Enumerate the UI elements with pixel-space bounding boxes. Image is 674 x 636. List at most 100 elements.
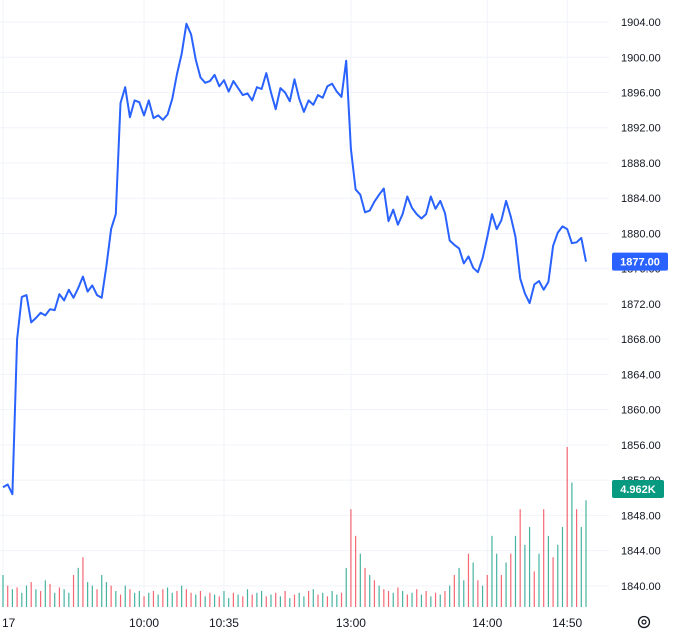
volume-bar	[181, 585, 183, 607]
volume-bar	[496, 553, 498, 607]
grid-lines	[0, 0, 609, 607]
x-tick-label: 14:50	[552, 616, 582, 630]
volume-bar	[68, 592, 70, 607]
volume-bar	[228, 598, 230, 607]
volume-bar	[275, 592, 277, 607]
volume-bar	[543, 509, 545, 607]
volume-bar	[96, 589, 98, 607]
volume-bar	[110, 585, 112, 607]
volume-bar	[16, 587, 18, 607]
volume-bar	[359, 553, 361, 607]
volume-bar	[552, 557, 554, 607]
value-badges: 1877.00 4.962K	[612, 252, 668, 498]
volume-bar	[434, 592, 437, 607]
y-tick-label: 1864.00	[621, 369, 661, 381]
volume-bar	[580, 527, 582, 607]
volume-bar	[54, 592, 56, 607]
volume-bar	[519, 509, 521, 607]
volume-bar	[477, 580, 479, 607]
volume-bar	[58, 587, 61, 607]
volume-bar	[119, 594, 122, 607]
volume-bar	[129, 589, 131, 607]
volume-bar	[138, 591, 140, 607]
x-tick-label: 17	[2, 616, 16, 630]
volume-bar	[87, 582, 89, 607]
volume-bar	[317, 594, 319, 607]
volume-bar	[345, 567, 347, 607]
x-tick-label: 10:35	[209, 616, 239, 630]
volume-bar	[378, 585, 380, 607]
volume-bar	[481, 585, 484, 607]
volume-bar	[35, 589, 37, 607]
volume-bar	[242, 596, 244, 607]
volume-bar	[171, 592, 173, 607]
volume-bar	[430, 596, 432, 607]
volume-bar	[124, 585, 126, 607]
volume-bar	[392, 592, 394, 607]
y-tick-label: 1900.00	[621, 52, 661, 64]
volume-bar	[402, 591, 404, 607]
y-tick-label: 1892.00	[621, 123, 661, 135]
price-line	[2, 22, 587, 496]
y-tick-label: 1844.00	[621, 546, 661, 558]
y-tick-label: 1872.00	[621, 299, 661, 311]
volume-bar	[199, 591, 202, 607]
y-tick-label: 1888.00	[621, 158, 661, 170]
volume-bar	[293, 594, 296, 607]
volume-bar	[416, 589, 418, 607]
volume-bar	[514, 535, 517, 607]
volume-bar	[326, 596, 329, 607]
volume-bar	[162, 589, 164, 607]
volume-bar	[364, 567, 366, 607]
volume-bar	[369, 575, 371, 607]
volume-bar	[303, 596, 305, 607]
settings-button[interactable]	[637, 615, 651, 629]
last-price-badge	[612, 252, 668, 271]
price-line-group	[2, 22, 587, 496]
volume-bar	[331, 591, 333, 607]
volume-bar	[533, 571, 535, 607]
volume-bar	[213, 594, 216, 607]
volume-bar	[449, 585, 451, 607]
y-axis: 1840.001844.001848.001852.001856.001860.…	[621, 17, 661, 593]
volume-bar	[557, 544, 559, 607]
y-tick-label: 1868.00	[621, 334, 661, 346]
volume-bar	[383, 589, 385, 607]
volume-bar	[2, 575, 4, 607]
volume-bar	[373, 580, 376, 607]
volume-bar	[77, 567, 79, 607]
volume-bar	[284, 591, 286, 607]
volume-bar	[7, 585, 9, 607]
y-tick-label: 1884.00	[621, 193, 661, 205]
volume-bar	[538, 553, 540, 607]
volume-bar	[82, 557, 84, 607]
volume-bar	[486, 575, 488, 607]
volume-bar	[463, 580, 465, 607]
volume-bar	[204, 596, 206, 607]
last-price-label: 1877.00	[620, 257, 660, 269]
volume-bar	[505, 562, 507, 607]
volume-badge	[612, 480, 664, 498]
volume-value-label: 4.962K	[620, 484, 656, 496]
x-tick-label: 13:00	[336, 616, 366, 630]
volume-bar	[44, 580, 46, 607]
volume-bar	[355, 535, 357, 607]
volume-bar	[190, 592, 192, 607]
volume-bar	[458, 567, 460, 607]
y-tick-label: 1848.00	[621, 510, 661, 522]
volume-bar	[500, 575, 502, 607]
volume-bar	[40, 591, 42, 607]
volume-bar	[251, 594, 253, 607]
volume-bar	[491, 535, 493, 607]
volume-bar	[260, 591, 263, 607]
volume-bar	[166, 587, 169, 607]
volume-bar	[585, 500, 587, 607]
y-tick-label: 1860.00	[621, 405, 661, 417]
volume-bar	[157, 594, 159, 607]
volume-bars	[2, 447, 587, 607]
volume-bar	[387, 591, 390, 607]
volume-bar	[115, 591, 117, 607]
volume-bar	[322, 592, 324, 607]
volume-bar	[524, 544, 526, 607]
volume-bar	[425, 591, 427, 607]
